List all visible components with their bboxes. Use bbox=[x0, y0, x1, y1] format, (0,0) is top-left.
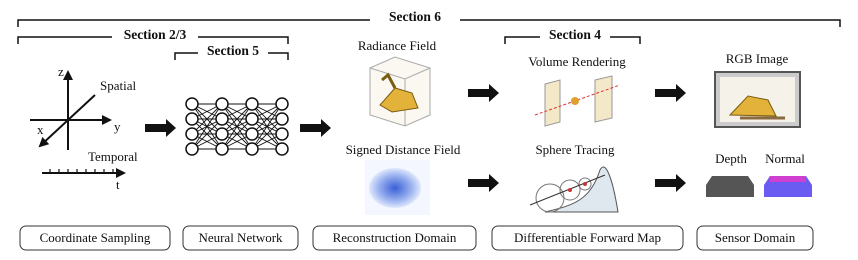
forward-map-label: Volume Rendering bbox=[528, 54, 626, 69]
reconstruction-label: Signed Distance Field bbox=[346, 142, 461, 157]
stage-box bbox=[182, 225, 299, 251]
stage-label: Neural Network bbox=[198, 230, 283, 245]
connection bbox=[191, 103, 223, 135]
stage-box bbox=[19, 225, 171, 251]
neural-network bbox=[185, 97, 289, 156]
sdf-image bbox=[365, 160, 430, 215]
neuron bbox=[245, 142, 259, 156]
reconstruction-label: Radiance Field bbox=[358, 38, 437, 53]
stage-label: Coordinate Sampling bbox=[40, 230, 151, 245]
stage-label: Differentiable Forward Map bbox=[514, 230, 661, 245]
neuron bbox=[185, 127, 199, 141]
stage-boxes: Coordinate Sampling Neural Network Reconst… bbox=[19, 225, 814, 251]
neuron bbox=[275, 112, 289, 126]
connection bbox=[221, 103, 253, 150]
neuron bbox=[275, 97, 289, 111]
axis-label: t bbox=[116, 177, 120, 192]
neuron bbox=[215, 97, 229, 111]
volume-rendering-image bbox=[534, 75, 621, 127]
coordinate-axes: z x y Spatial Temporal t bbox=[30, 64, 138, 192]
spatial-label: Spatial bbox=[100, 78, 136, 93]
stage-label: Reconstruction Domain bbox=[333, 230, 457, 245]
section-brackets: Section 6 Section 2/3 Section 5 Section … bbox=[17, 9, 841, 60]
connection bbox=[191, 118, 223, 150]
neuron bbox=[185, 142, 199, 156]
connection bbox=[251, 103, 283, 135]
section-label: Section 2/3 bbox=[124, 27, 187, 42]
stage-box bbox=[312, 225, 477, 251]
neuron bbox=[215, 127, 229, 141]
sensor-label: Depth bbox=[715, 151, 747, 166]
arrows bbox=[145, 84, 686, 192]
axis-label: z bbox=[58, 64, 64, 79]
temporal-label: Temporal bbox=[88, 149, 138, 164]
sensor-label: RGB Image bbox=[726, 51, 789, 66]
neuron bbox=[245, 112, 259, 126]
section-label: Section 4 bbox=[549, 27, 601, 42]
section-label: Section 5 bbox=[207, 43, 259, 58]
rgb-image bbox=[714, 71, 801, 128]
forward-map-label: Sphere Tracing bbox=[535, 142, 615, 157]
neuron bbox=[185, 112, 199, 126]
connection bbox=[251, 118, 283, 150]
neuron bbox=[215, 142, 229, 156]
neuron bbox=[245, 127, 259, 141]
connection bbox=[191, 103, 223, 150]
sensor-label: Normal bbox=[765, 151, 805, 166]
section-label: Section 6 bbox=[389, 9, 441, 24]
radiance-field-image bbox=[369, 56, 431, 127]
neuron bbox=[275, 142, 289, 156]
connection bbox=[221, 118, 253, 150]
neuron bbox=[215, 112, 229, 126]
connection bbox=[251, 103, 283, 150]
stage-label: Sensor Domain bbox=[715, 230, 796, 245]
stage-box bbox=[696, 225, 814, 251]
axis-label: x bbox=[37, 122, 44, 137]
stage-box bbox=[491, 225, 684, 251]
neuron bbox=[185, 97, 199, 111]
neuron bbox=[245, 97, 259, 111]
axis-label: y bbox=[114, 119, 121, 134]
sphere-tracing-image bbox=[529, 166, 619, 213]
neuron bbox=[275, 127, 289, 141]
depth-normal-images bbox=[706, 176, 812, 197]
connection bbox=[221, 103, 253, 135]
